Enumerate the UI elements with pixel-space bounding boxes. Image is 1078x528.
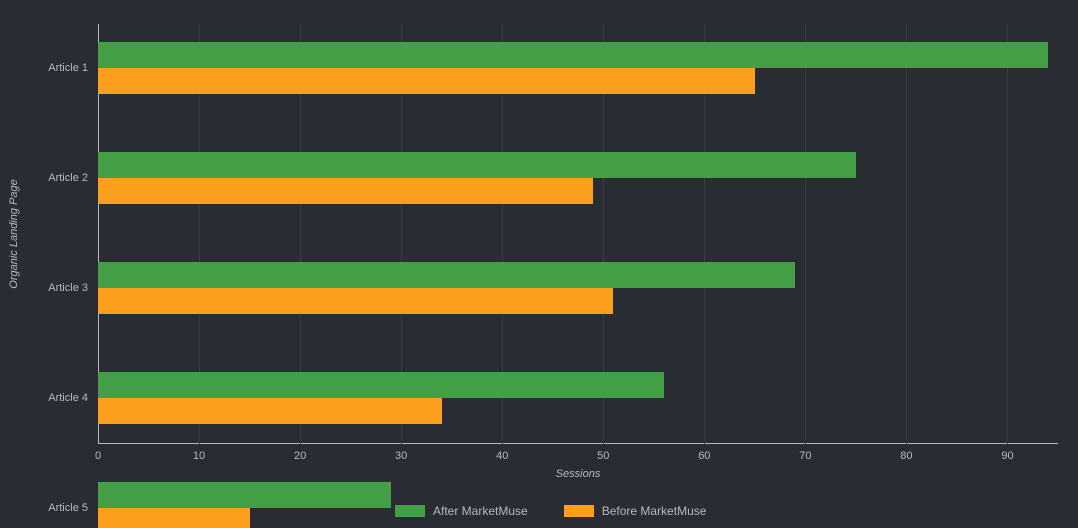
bar — [98, 508, 250, 528]
bar — [98, 42, 1048, 68]
legend-swatch — [564, 505, 594, 517]
x-tick-label: 50 — [597, 450, 609, 462]
gridline — [906, 24, 907, 444]
y-tick-label: Article 3 — [8, 282, 88, 294]
chart-container: Organic Landing Page Sessions After Mark… — [0, 0, 1078, 528]
x-tick-label: 60 — [698, 450, 710, 462]
y-axis-title: Organic Landing Page — [8, 179, 20, 288]
bar — [98, 152, 856, 178]
bar — [98, 262, 795, 288]
legend-item: Before MarketMuse — [564, 504, 707, 518]
x-tick-label: 20 — [294, 450, 306, 462]
bar — [98, 398, 442, 424]
x-tick-label: 80 — [900, 450, 912, 462]
bar — [98, 178, 593, 204]
legend: After MarketMuse Before MarketMuse — [395, 504, 706, 518]
legend-item: After MarketMuse — [395, 504, 528, 518]
gridline — [1007, 24, 1008, 444]
plot-area — [98, 24, 1058, 444]
bar — [98, 482, 391, 508]
gridline — [805, 24, 806, 444]
x-tick-label: 90 — [1001, 450, 1013, 462]
x-tick-label: 30 — [395, 450, 407, 462]
x-axis — [98, 443, 1058, 444]
bar — [98, 68, 755, 94]
x-tick-label: 10 — [193, 450, 205, 462]
x-tick-label: 70 — [799, 450, 811, 462]
legend-label: After MarketMuse — [433, 504, 528, 518]
x-axis-title: Sessions — [556, 468, 601, 480]
bar — [98, 288, 613, 314]
x-tick-label: 0 — [95, 450, 101, 462]
y-tick-label: Article 2 — [8, 172, 88, 184]
bar — [98, 372, 664, 398]
y-tick-label: Article 5 — [8, 502, 88, 514]
y-tick-label: Article 1 — [8, 62, 88, 74]
y-tick-label: Article 4 — [8, 392, 88, 404]
legend-swatch — [395, 505, 425, 517]
x-tick-label: 40 — [496, 450, 508, 462]
legend-label: Before MarketMuse — [602, 504, 707, 518]
